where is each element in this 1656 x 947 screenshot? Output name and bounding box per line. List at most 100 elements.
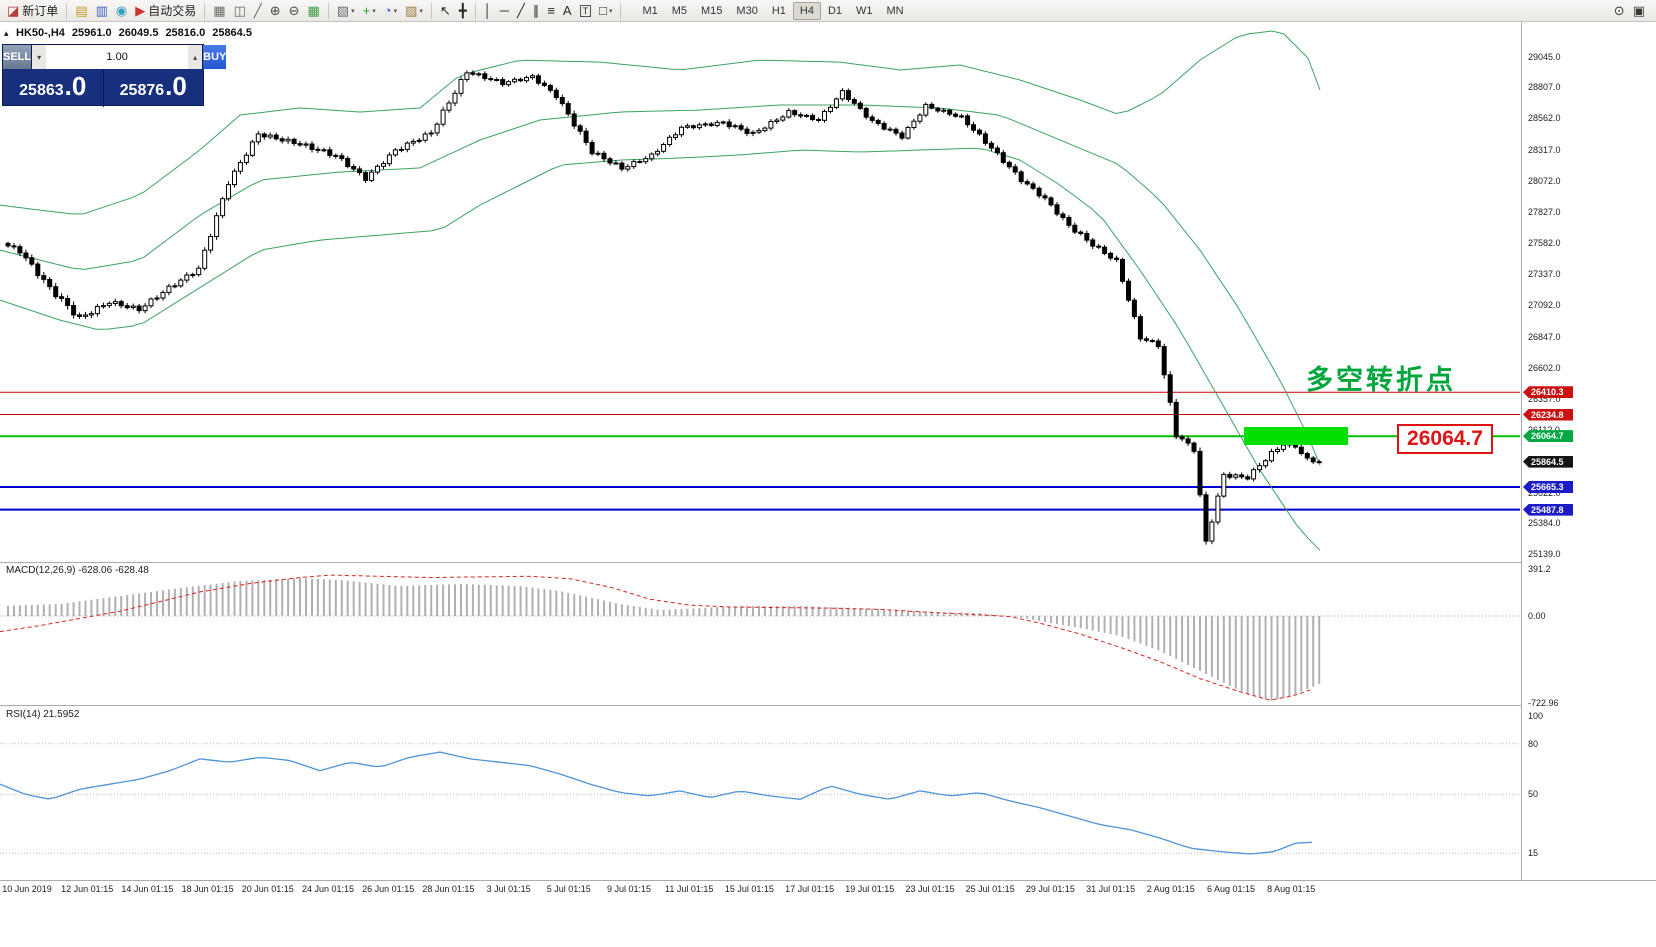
candle-body xyxy=(1054,204,1060,215)
crosshair-button[interactable]: ╋ xyxy=(455,1,471,21)
vertical-line-button[interactable]: │ xyxy=(480,1,496,21)
candle-body xyxy=(506,81,512,86)
panel-separator[interactable] xyxy=(0,705,1656,706)
price-level-callout[interactable]: 26064.7 xyxy=(1397,424,1493,454)
panel-separator[interactable] xyxy=(0,562,1656,563)
timeframe-m5-button[interactable]: M5 xyxy=(671,4,688,17)
time-axis-label: 23 Jul 01:15 xyxy=(905,884,955,894)
turning-point-annotation[interactable]: 多空转折点 xyxy=(1306,365,1456,395)
arrange-windows-button[interactable]: ▧ ▾ xyxy=(333,1,359,21)
candle-body xyxy=(53,286,59,298)
timeframe-m1-button[interactable]: M1 xyxy=(642,4,658,17)
candle-body xyxy=(1006,161,1012,168)
candle-body xyxy=(321,149,327,152)
rsi-scale-label: 80 xyxy=(1528,738,1539,749)
candle-body xyxy=(935,107,941,112)
text-button[interactable]: A xyxy=(559,1,576,21)
timeframe-w1-button[interactable]: W1 xyxy=(856,4,873,17)
price-tag: 26410.3 xyxy=(1523,386,1573,399)
price-axis-label: 29045.0 xyxy=(1528,52,1561,62)
zoom-in-button[interactable]: ⊕ xyxy=(266,1,285,21)
fibonacci-icon: ≡ xyxy=(547,2,555,18)
candle-body xyxy=(1108,252,1114,259)
volume-decrease-button[interactable]: ▾ xyxy=(32,45,47,69)
price-plot xyxy=(0,30,1520,551)
new-order-button[interactable]: ◪ 新订单 xyxy=(3,1,62,21)
volume-stepper: ▾ ▴ xyxy=(32,45,203,69)
candle-body xyxy=(1304,453,1310,459)
charts-button[interactable]: ▤ xyxy=(71,1,91,21)
buy-price-main: 25876 xyxy=(119,82,165,99)
candle-body xyxy=(965,115,971,126)
indicators-button[interactable]: + ▾ xyxy=(359,1,380,21)
chart-line-button[interactable]: ╱ xyxy=(250,1,266,21)
price-axis-label: 25384.0 xyxy=(1528,517,1561,528)
timeframe-m15-button[interactable]: M15 xyxy=(701,4,723,17)
candle-body xyxy=(464,72,470,81)
timeframe-mn-button[interactable]: MN xyxy=(886,4,904,17)
chart-bars-button[interactable]: ▦ xyxy=(209,1,229,21)
candle-body xyxy=(577,125,583,132)
buy-button[interactable]: BUY xyxy=(202,45,227,69)
indicators-icon: + xyxy=(362,2,371,18)
candle-body xyxy=(17,246,23,254)
rsi-scale-label: 50 xyxy=(1528,789,1539,800)
price-axis-label: 28807.0 xyxy=(1528,82,1561,93)
candle-body xyxy=(458,79,464,94)
candle-body xyxy=(524,77,529,82)
price-axis-label: 26357.0 xyxy=(1528,393,1561,404)
candle-body xyxy=(77,314,82,317)
one-click-collapse-icon[interactable]: ▴ xyxy=(4,28,9,38)
timeframe-h1-button[interactable]: H1 xyxy=(771,4,786,17)
templates-button[interactable]: ▨ ▾ xyxy=(401,1,427,21)
sell-price[interactable]: 25863 .0 xyxy=(3,69,104,107)
highlight-rectangle[interactable] xyxy=(1244,427,1348,445)
sell-button[interactable]: SELL xyxy=(3,45,33,69)
candle-body xyxy=(673,134,678,138)
time-axis-label: 18 Jun 01:15 xyxy=(181,884,234,894)
window-list-button[interactable]: ▣ xyxy=(1629,1,1649,21)
auto-trading-button[interactable]: ▶ 自动交易 xyxy=(131,1,200,21)
time-axis-label: 11 Jul 01:15 xyxy=(665,884,714,894)
volume-increase-button[interactable]: ▴ xyxy=(188,45,203,69)
candle-body xyxy=(416,139,422,142)
candle-body xyxy=(887,128,893,131)
periods-button[interactable]: ◔ ▾ xyxy=(380,1,401,21)
candle-body xyxy=(243,154,249,163)
fibonacci-button[interactable]: ≡ xyxy=(543,1,559,21)
candle-body xyxy=(1179,436,1185,440)
candle-body xyxy=(1042,195,1048,199)
horizontal-line-button[interactable]: ─ xyxy=(496,1,513,21)
candle-body xyxy=(869,116,875,121)
timeframe-m30-button[interactable]: M30 xyxy=(736,4,758,17)
price-axis-label: 28562.0 xyxy=(1528,113,1561,124)
candle-body xyxy=(977,129,982,135)
candle-body xyxy=(1149,340,1155,342)
trendline-button[interactable]: ╱ xyxy=(513,1,529,21)
candle-body xyxy=(619,162,625,170)
cursor-button[interactable]: ↖ xyxy=(436,1,455,21)
market-watch-button[interactable]: ◉ xyxy=(112,1,131,21)
buy-price[interactable]: 25876 .0 xyxy=(104,69,204,107)
text-label-button[interactable]: T xyxy=(576,1,596,21)
candle-body xyxy=(541,82,547,86)
search-button[interactable]: ⊙ xyxy=(1610,1,1629,21)
shapes-button[interactable]: □ ▾ xyxy=(595,1,616,21)
profiles-button[interactable]: ▥ xyxy=(92,1,112,21)
candle-body xyxy=(547,84,553,91)
chevron-down-icon: ▾ xyxy=(351,7,355,15)
timeframe-d1-button[interactable]: D1 xyxy=(827,4,843,17)
tile-windows-button[interactable]: ▦ xyxy=(304,1,324,21)
panel-separator[interactable] xyxy=(0,880,1656,881)
timeframe-h4-button[interactable]: H4 xyxy=(792,1,821,20)
volume-input[interactable] xyxy=(46,51,189,63)
candle-body xyxy=(994,147,1000,154)
price-axis[interactable]: 29045.0 28807.0 28562.0 28317.0 28072.0 27827… xyxy=(1521,22,1656,880)
candle-body xyxy=(1072,224,1078,233)
zoom-out-button[interactable]: ⊖ xyxy=(285,1,304,21)
time-axis[interactable]: 10 Jun 2019 12 Jun 01:15 14 Jun 01:15 18 Ju… xyxy=(0,881,1656,901)
equidistant-channel-button[interactable]: ∥ xyxy=(529,1,544,21)
chart-candles-button[interactable]: ◫ xyxy=(230,1,250,21)
price-axis-label: 26112.0 xyxy=(1528,425,1560,436)
